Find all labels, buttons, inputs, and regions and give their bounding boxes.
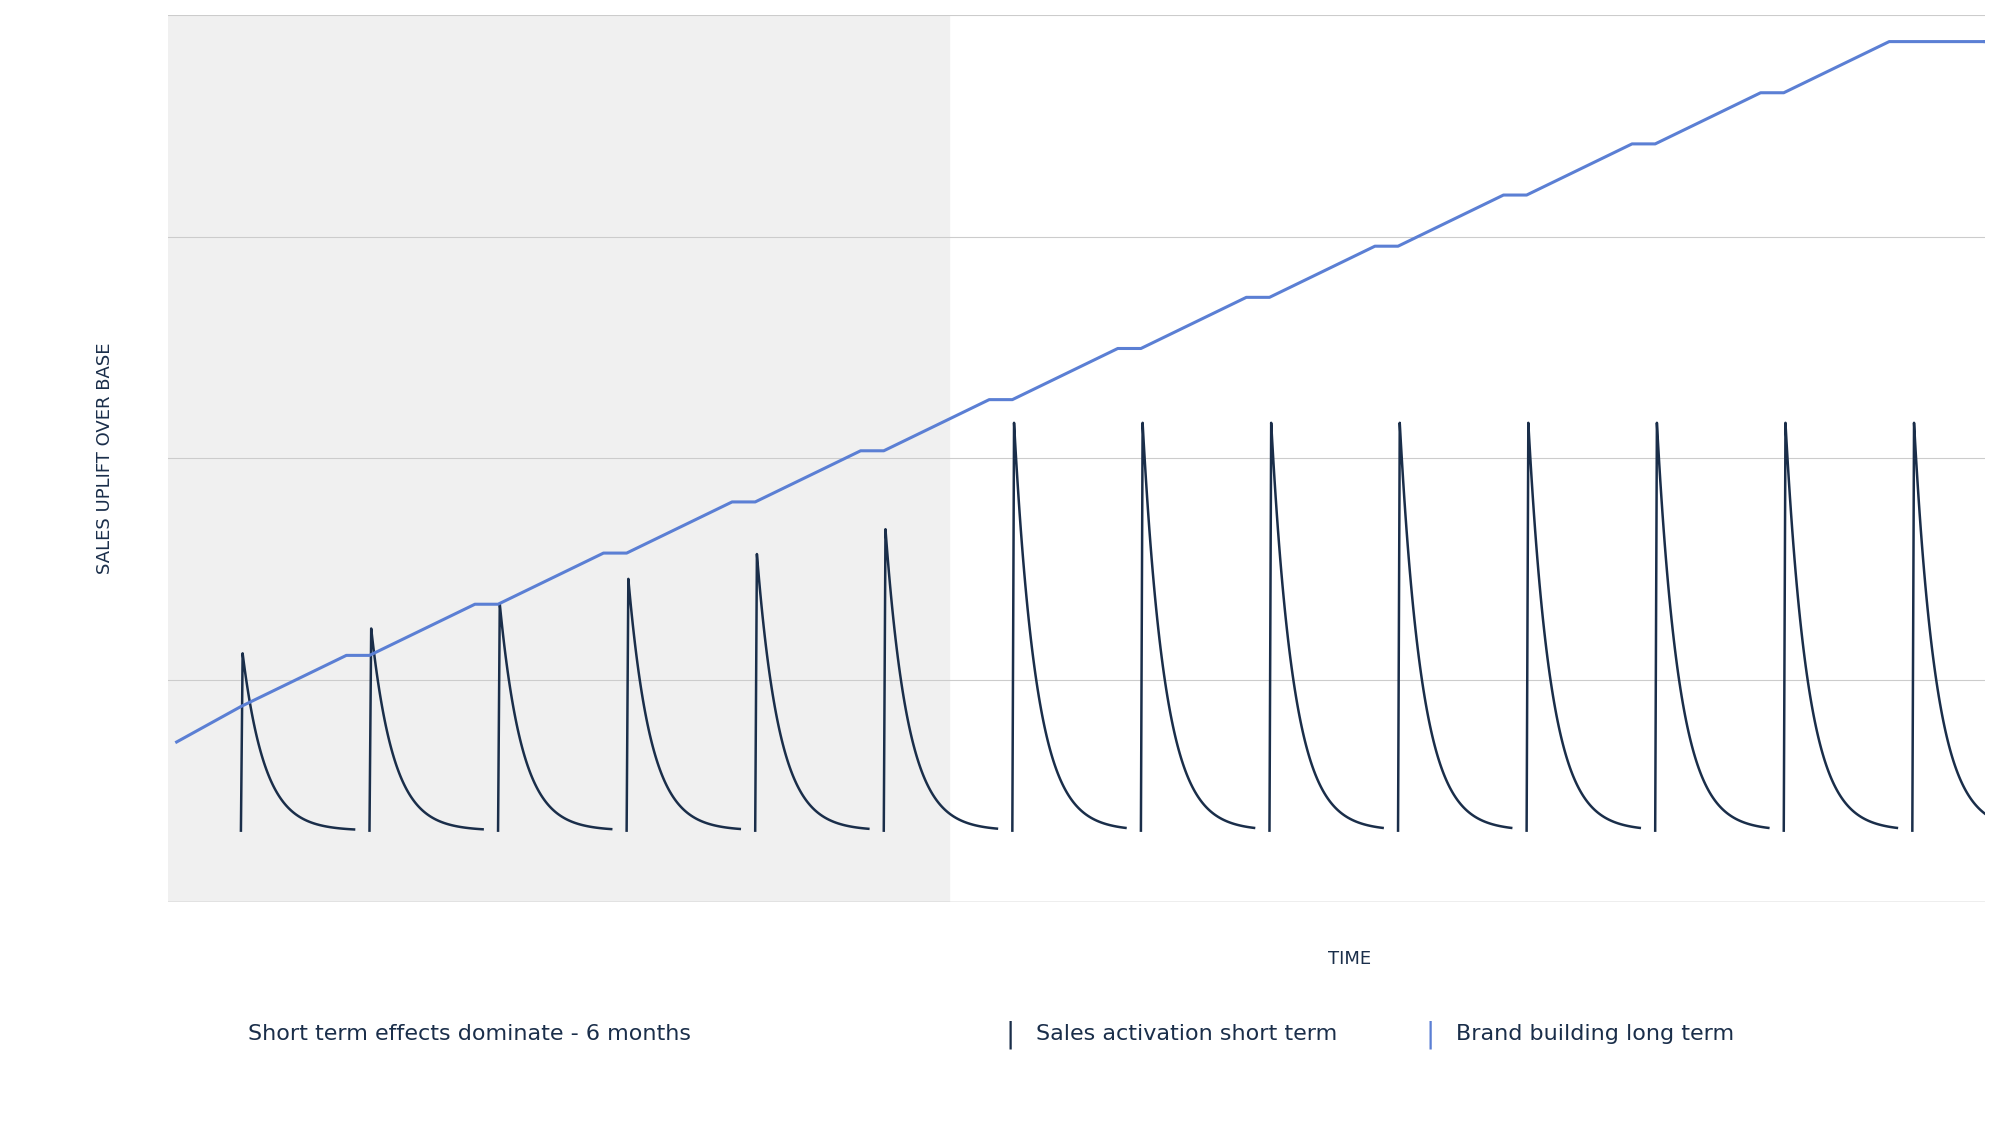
Text: |: | [1426, 1021, 1434, 1048]
Text: SALES UPLIFT OVER BASE: SALES UPLIFT OVER BASE [96, 343, 114, 574]
Text: Brand building long term: Brand building long term [1456, 1024, 1734, 1045]
Text: Sales activation short term: Sales activation short term [1036, 1024, 1338, 1045]
Text: Short term effects dominate - 6 months: Short term effects dominate - 6 months [248, 1024, 692, 1045]
Text: |: | [1006, 1021, 1014, 1048]
Text: TIME: TIME [1328, 950, 1370, 968]
Bar [168, 15, 950, 902]
